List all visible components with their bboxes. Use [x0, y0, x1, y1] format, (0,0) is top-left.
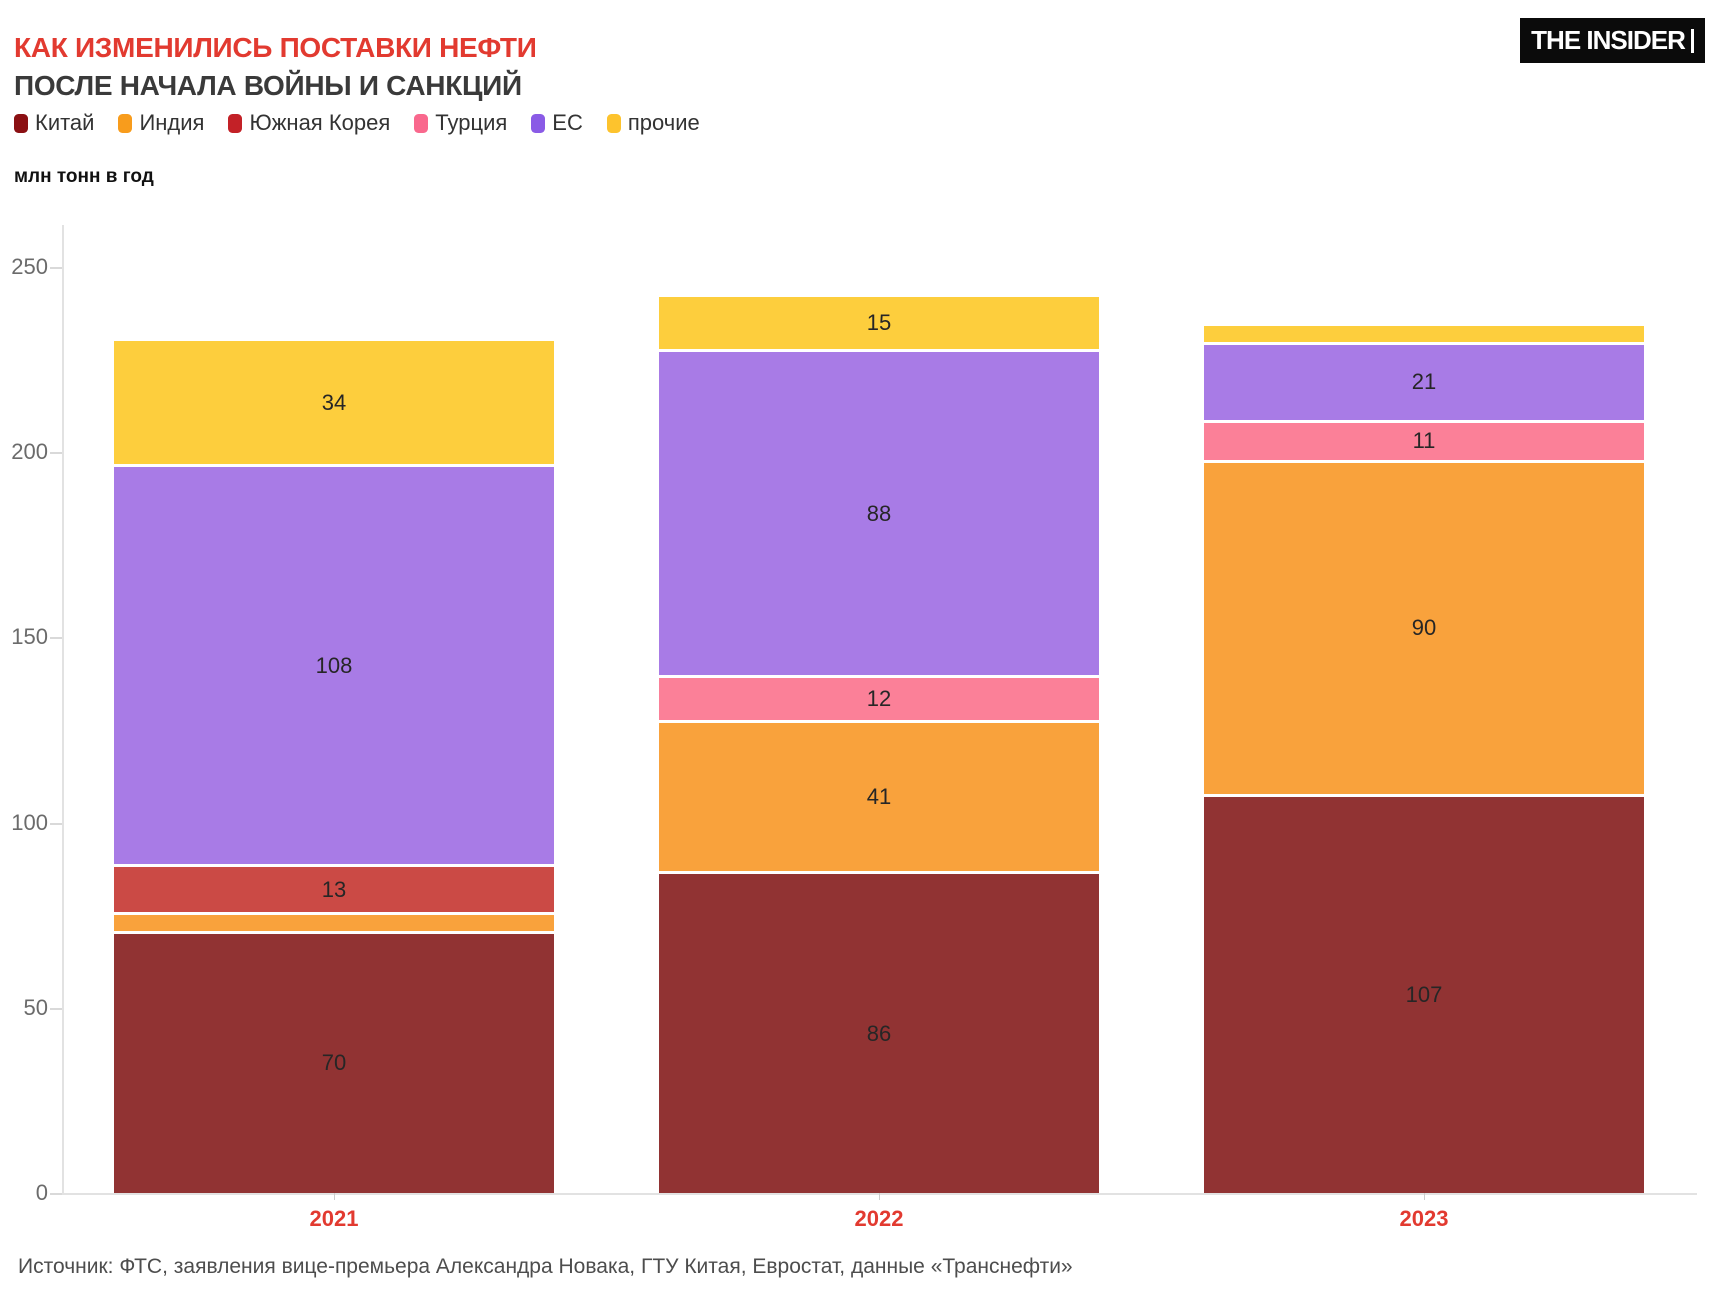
y-axis-line — [62, 225, 64, 1193]
legend-swatch-turkey — [414, 113, 429, 133]
bar-segment-eu-2021: 108 — [114, 467, 554, 867]
legend-swatch-china — [14, 113, 28, 133]
bar-value-label: 21 — [1411, 369, 1437, 395]
bar-segment-eu-2022: 88 — [659, 352, 1099, 679]
bar-segment-south-korea-2021: 13 — [114, 867, 554, 916]
y-tick-label: 150 — [11, 624, 48, 649]
y-axis-title: млн тонн в год — [14, 166, 154, 187]
y-tick-mark — [50, 823, 62, 825]
bar-value-label: 70 — [321, 1050, 347, 1076]
legend-swatch-eu — [531, 113, 546, 133]
x-tick-mark — [1424, 1193, 1425, 1200]
bar-segment-china-2022: 86 — [659, 874, 1099, 1193]
bar-2021: 70 13 108 34 — [114, 341, 554, 1193]
x-axis-label-2021: 2021 — [309, 1206, 359, 1231]
source-note: Источник: ФТС, заявления вице-премьера А… — [18, 1255, 1073, 1278]
legend: Китай Индия Южная Корея Турция ЕС прочие — [14, 110, 700, 136]
bar-2022: 86 41 12 88 15 — [659, 296, 1099, 1193]
y-tick-label: 200 — [11, 439, 48, 464]
y-tick-mark — [50, 452, 62, 454]
bar-segment-india-2023: 90 — [1204, 463, 1644, 797]
bar-value-label: 41 — [866, 784, 892, 810]
bar-segment-turkey-2022: 12 — [659, 678, 1099, 723]
legend-swatch-others — [606, 113, 621, 133]
logo-cursor-bar — [1690, 28, 1694, 53]
bar-value-label: 108 — [315, 652, 353, 678]
bar-value-label: 107 — [1405, 981, 1443, 1007]
bar-segment-china-2021: 70 — [114, 933, 554, 1193]
bar-value-label: 90 — [1411, 615, 1437, 641]
legend-item-south-korea: Южная Корея — [228, 110, 390, 136]
page-title: КАК ИЗМЕНИЛИСЬ ПОСТАВКИ НЕФТИ ПОСЛЕ НАЧА… — [14, 29, 537, 105]
y-tick-mark — [50, 267, 62, 269]
legend-label-eu: ЕС — [552, 110, 583, 135]
x-tick-mark — [334, 1193, 335, 1200]
title-line-2: ПОСЛЕ НАЧАЛА ВОЙНЫ И САНКЦИЙ — [14, 69, 522, 101]
x-tick-mark — [879, 1193, 880, 1200]
legend-item-india: Индия — [118, 110, 204, 136]
bar-segment-others-2022: 15 — [659, 296, 1099, 353]
the-insider-logo: THE INSIDER — [1520, 18, 1705, 63]
legend-item-eu: ЕС — [531, 110, 583, 136]
legend-label-south-korea: Южная Корея — [249, 110, 391, 135]
x-axis-label-2023: 2023 — [1399, 1206, 1449, 1231]
bar-segment-india-2021 — [114, 915, 554, 934]
legend-label-turkey: Турция — [435, 110, 508, 135]
bar-value-label: 13 — [321, 876, 347, 902]
legend-swatch-south-korea — [228, 113, 243, 133]
logo-text: THE INSIDER — [1531, 25, 1686, 55]
y-tick-label: 100 — [11, 810, 48, 835]
bar-value-label: 86 — [866, 1020, 892, 1046]
bar-segment-others-2023 — [1204, 326, 1644, 345]
legend-swatch-india — [118, 113, 133, 133]
legend-label-india: Индия — [139, 110, 205, 135]
y-tick-label: 0 — [35, 1180, 48, 1205]
bar-segment-india-2022: 41 — [659, 722, 1099, 875]
bar-value-label: 15 — [866, 309, 892, 335]
bar-value-label: 34 — [321, 389, 347, 415]
legend-item-turkey: Турция — [414, 110, 507, 136]
legend-label-china: Китай — [35, 110, 95, 135]
x-axis-label-2022: 2022 — [854, 1206, 904, 1231]
bar-segment-eu-2023: 21 — [1204, 344, 1644, 423]
legend-label-others: прочие — [627, 110, 700, 135]
bar-segment-china-2023: 107 — [1204, 796, 1644, 1193]
y-tick-mark — [50, 1193, 62, 1195]
y-tick-label: 250 — [11, 254, 48, 279]
y-tick-mark — [50, 1008, 62, 1010]
y-tick-mark — [50, 637, 62, 639]
bar-value-label: 12 — [866, 685, 892, 711]
bar-2023: 107 90 11 21 — [1204, 326, 1644, 1193]
bar-segment-turkey-2023: 11 — [1204, 422, 1644, 464]
legend-item-others: прочие — [606, 110, 700, 136]
bar-segment-others-2021: 34 — [114, 341, 554, 467]
bar-value-label: 88 — [866, 500, 892, 526]
title-line-1: КАК ИЗМЕНИЛИСЬ ПОСТАВКИ НЕФТИ — [14, 31, 537, 63]
y-tick-label: 50 — [23, 995, 48, 1020]
bar-value-label: 11 — [1412, 428, 1436, 454]
legend-item-china: Китай — [14, 110, 94, 136]
